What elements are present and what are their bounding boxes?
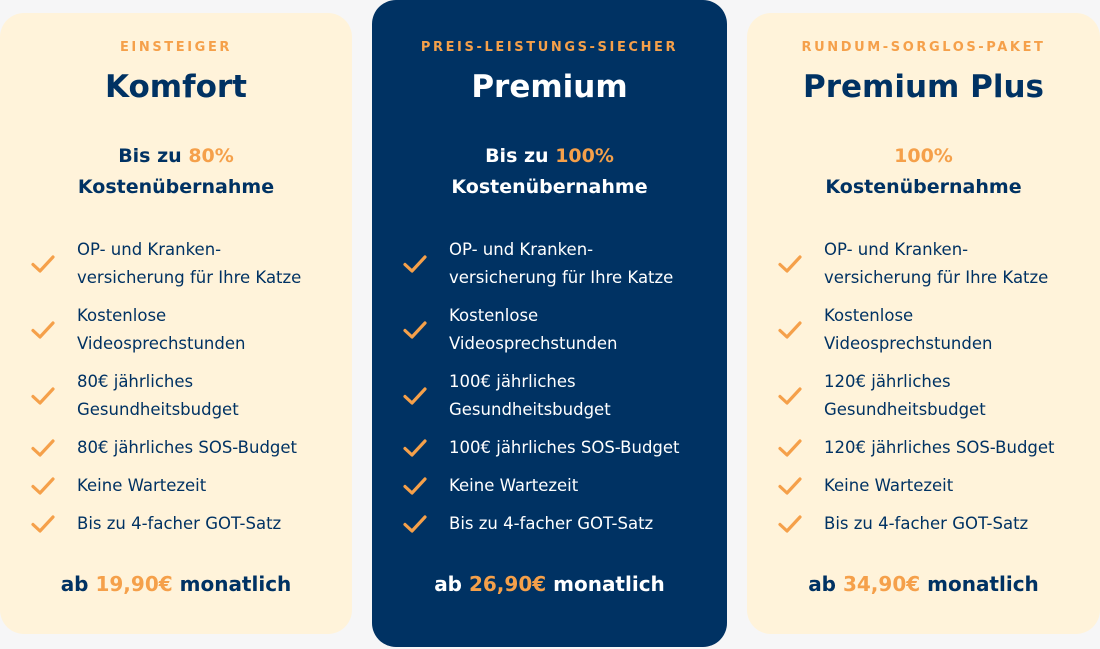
feature-item: Kostenlose Videosprechstunden xyxy=(372,302,727,358)
price-suffix: monatlich xyxy=(172,572,292,596)
plan-eyebrow: RUNDUM-SORGLOS-PAKET xyxy=(801,40,1046,55)
feature-text: Kostenlose Videosprechstunden xyxy=(449,306,618,353)
feature-item: 100€ jährliches Gesundheitsbudget xyxy=(372,368,727,424)
feature-item: Bis zu 4-facher GOT-Satz xyxy=(0,510,352,538)
price-value: 26,90€ xyxy=(468,572,547,596)
feature-text: OP- und Kranken- versicherung für Ihre K… xyxy=(449,240,674,287)
coverage-value: 80% xyxy=(188,145,234,167)
feature-item: Keine Wartezeit xyxy=(747,472,1100,500)
feature-item: OP- und Kranken- versicherung für Ihre K… xyxy=(0,236,352,292)
plan-card-3[interactable]: RUNDUM-SORGLOS-PAKET Premium Plus 100% Ko… xyxy=(747,13,1100,634)
feature-item: 80€ jährliches Gesundheitsbudget xyxy=(0,368,352,424)
check-icon xyxy=(778,515,802,533)
plan-name: Komfort xyxy=(105,69,247,105)
feature-text: Keine Wartezeit xyxy=(77,476,207,495)
check-icon xyxy=(31,477,55,495)
feature-item: Keine Wartezeit xyxy=(372,472,727,500)
plan-coverage: 100% Kostenübernahme xyxy=(747,141,1100,203)
check-icon xyxy=(31,387,55,405)
check-icon xyxy=(403,515,427,533)
feature-item: Kostenlose Videosprechstunden xyxy=(0,302,352,358)
feature-text: OP- und Kranken- versicherung für Ihre K… xyxy=(77,240,302,287)
feature-list: OP- und Kranken- versicherung für Ihre K… xyxy=(0,236,352,548)
price-prefix: ab xyxy=(434,572,469,596)
feature-text: 100€ jährliches Gesundheitsbudget xyxy=(449,372,611,419)
feature-list: OP- und Kranken- versicherung für Ihre K… xyxy=(372,236,727,548)
coverage-value: 100% xyxy=(894,145,953,167)
price-suffix: monatlich xyxy=(546,572,665,596)
plan-price: ab 34,90€ monatlich xyxy=(747,572,1100,596)
feature-item: Kostenlose Videosprechstunden xyxy=(747,302,1100,358)
plan-eyebrow: PREIS-LEISTUNGS-SIECHER xyxy=(420,40,679,55)
check-icon xyxy=(778,387,802,405)
feature-text: 100€ jährliches SOS-Budget xyxy=(449,438,680,457)
feature-item: Keine Wartezeit xyxy=(0,472,352,500)
feature-item: 120€ jährliches SOS-Budget xyxy=(747,434,1100,462)
feature-text: Kostenlose Videosprechstunden xyxy=(77,306,246,353)
price-suffix: monatlich xyxy=(920,572,1039,596)
coverage-suffix: Kostenübernahme xyxy=(77,176,275,198)
plan-price: ab 19,90€ monatlich xyxy=(0,572,352,596)
feature-text: 80€ jährliches Gesundheitsbudget xyxy=(77,372,239,419)
check-icon xyxy=(778,255,802,273)
plan-card-2[interactable]: PREIS-LEISTUNGS-SIECHER Premium Bis zu 1… xyxy=(372,0,727,647)
check-icon xyxy=(403,439,427,457)
feature-text: 120€ jährliches SOS-Budget xyxy=(824,438,1055,457)
check-icon xyxy=(403,387,427,405)
feature-text: Bis zu 4-facher GOT-Satz xyxy=(449,514,654,533)
check-icon xyxy=(31,255,55,273)
coverage-prefix: Bis zu xyxy=(485,145,556,167)
plan-eyebrow: EINSTEIGER xyxy=(119,40,233,55)
feature-list: OP- und Kranken- versicherung für Ihre K… xyxy=(747,236,1100,548)
plan-coverage: Bis zu 100% Kostenübernahme xyxy=(372,141,727,203)
plan-coverage: Bis zu 80% Kostenübernahme xyxy=(0,141,352,203)
check-icon xyxy=(403,255,427,273)
plan-price: ab 26,90€ monatlich xyxy=(372,572,727,596)
check-icon xyxy=(403,477,427,495)
plan-name: Premium xyxy=(471,69,628,105)
price-prefix: ab xyxy=(60,572,96,596)
feature-text: 120€ jährliches Gesundheitsbudget xyxy=(824,372,986,419)
coverage-value: 100% xyxy=(555,145,614,167)
check-icon xyxy=(31,515,55,533)
feature-item: OP- und Kranken- versicherung für Ihre K… xyxy=(372,236,727,292)
check-icon xyxy=(31,439,55,457)
feature-item: 120€ jährliches Gesundheitsbudget xyxy=(747,368,1100,424)
feature-text: 80€ jährliches SOS-Budget xyxy=(77,438,298,457)
price-value: 34,90€ xyxy=(842,572,921,596)
check-icon xyxy=(778,439,802,457)
feature-item: Bis zu 4-facher GOT-Satz xyxy=(372,510,727,538)
plan-card-1[interactable]: EINSTEIGER Komfort Bis zu 80% Kostenübern… xyxy=(0,13,352,634)
coverage-suffix: Kostenübernahme xyxy=(825,176,1022,198)
check-icon xyxy=(778,477,802,495)
feature-text: OP- und Kranken- versicherung für Ihre K… xyxy=(824,240,1049,287)
feature-text: Bis zu 4-facher GOT-Satz xyxy=(824,514,1029,533)
check-icon xyxy=(778,321,802,339)
feature-text: Bis zu 4-facher GOT-Satz xyxy=(77,514,282,533)
coverage-suffix: Kostenübernahme xyxy=(451,176,648,198)
check-icon xyxy=(403,321,427,339)
feature-text: Kostenlose Videosprechstunden xyxy=(824,306,993,353)
plan-name: Premium Plus xyxy=(803,69,1044,105)
feature-text: Keine Wartezeit xyxy=(824,476,954,495)
price-value: 19,90€ xyxy=(95,572,173,596)
check-icon xyxy=(31,321,55,339)
price-prefix: ab xyxy=(808,572,843,596)
feature-text: Keine Wartezeit xyxy=(449,476,579,495)
feature-item: 80€ jährliches SOS-Budget xyxy=(0,434,352,462)
feature-item: 100€ jährliches SOS-Budget xyxy=(372,434,727,462)
feature-item: OP- und Kranken- versicherung für Ihre K… xyxy=(747,236,1100,292)
feature-item: Bis zu 4-facher GOT-Satz xyxy=(747,510,1100,538)
coverage-prefix: Bis zu xyxy=(118,145,189,167)
